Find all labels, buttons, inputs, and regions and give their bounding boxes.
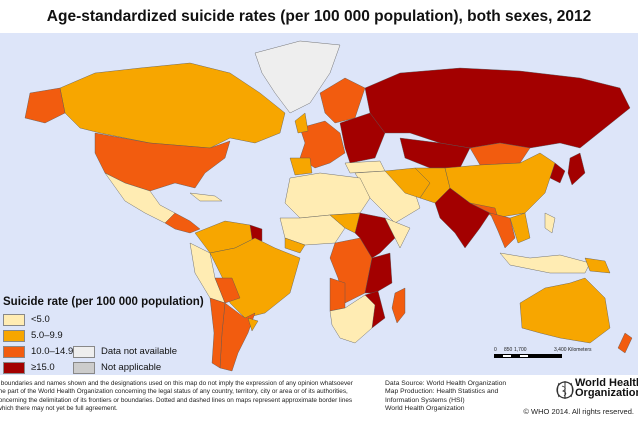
region-greenland bbox=[254, 40, 341, 114]
scale-bar-line bbox=[494, 354, 562, 358]
source-line: Data Source: World Health Organization bbox=[385, 380, 507, 387]
region-mozambique bbox=[364, 290, 386, 329]
disclaimer: The boundaries and names shown and the d… bbox=[0, 380, 375, 413]
region-canada bbox=[59, 62, 286, 149]
legend-swatch bbox=[3, 361, 25, 374]
copyright: © WHO 2014. All rights reserved. bbox=[523, 407, 634, 416]
region-australia bbox=[519, 277, 611, 344]
region-kenya-tanzania bbox=[364, 252, 393, 294]
world-map bbox=[0, 33, 638, 375]
region-west-africa-coast bbox=[284, 237, 306, 254]
disclaimer-line: The boundaries and names shown and the d… bbox=[0, 380, 353, 387]
region-alaska bbox=[24, 87, 66, 124]
legend-label: 10.0–14.9 bbox=[31, 346, 74, 357]
region-horn-of-africa bbox=[384, 217, 411, 249]
region-bolivia bbox=[214, 277, 241, 304]
legend-swatch bbox=[3, 345, 25, 358]
legend-label: Not applicable bbox=[101, 362, 162, 373]
region-india bbox=[434, 187, 491, 249]
legend-title: Suicide rate (per 100 000 population) bbox=[3, 296, 204, 308]
legend-swatch bbox=[73, 361, 95, 374]
disclaimer-line: on the part of the World Health Organiza… bbox=[0, 388, 348, 396]
legend-label: Data not available bbox=[101, 346, 178, 357]
region-new-zealand bbox=[617, 332, 633, 354]
region-myanmar-thailand bbox=[489, 212, 516, 249]
legend-swatch bbox=[3, 313, 25, 326]
region-mongolia bbox=[469, 142, 531, 166]
scale-segment bbox=[520, 355, 528, 357]
legend-item-na: Data not available bbox=[73, 345, 177, 358]
region-philippines bbox=[544, 212, 556, 234]
region-uruguay bbox=[247, 317, 259, 332]
source-line: World Health Organization bbox=[385, 405, 465, 413]
region-indonesia bbox=[499, 252, 591, 274]
world-map-svg bbox=[24, 40, 633, 372]
region-angola bbox=[329, 277, 346, 312]
region-papua bbox=[584, 257, 611, 274]
region-north-africa bbox=[284, 172, 371, 219]
source-line: Information Systems (HSI) bbox=[385, 396, 465, 404]
scale-tick: 3,400 Kilometers bbox=[554, 347, 592, 353]
region-madagascar bbox=[391, 287, 406, 324]
legend-item-10to15: 10.0–14.9 bbox=[3, 345, 73, 358]
legend-item-ge15: ≥15.0 bbox=[3, 361, 55, 374]
legend-swatch bbox=[3, 329, 25, 342]
source-line: Map Production: Health Statistics and bbox=[385, 388, 499, 396]
who-name-line: World Health bbox=[575, 377, 638, 389]
region-iberia bbox=[289, 157, 313, 176]
scale-tick: 850 bbox=[504, 347, 513, 353]
region-central-america bbox=[164, 212, 201, 234]
region-indochina bbox=[509, 212, 531, 244]
legend-label: ≥15.0 bbox=[31, 362, 55, 373]
legend-label: 5.0–9.9 bbox=[31, 330, 63, 341]
region-russia bbox=[364, 67, 631, 149]
legend-label: <5.0 bbox=[31, 314, 50, 325]
data-source: Data Source: World Health Organization M… bbox=[385, 380, 506, 414]
legend-item-lt5: <5.0 bbox=[3, 313, 50, 326]
region-korea bbox=[549, 162, 566, 184]
map-title: Age-standardized suicide rates (per 100 … bbox=[46, 8, 592, 25]
who-logo-text: World Health Organization bbox=[575, 377, 638, 399]
disclaimer-line: for which there may not yet be full agre… bbox=[0, 404, 118, 412]
region-caribbean bbox=[189, 192, 223, 202]
region-scandinavia bbox=[319, 77, 366, 124]
legend-item-5to9: 5.0–9.9 bbox=[3, 329, 63, 342]
region-guyana bbox=[249, 224, 263, 242]
scale-tick: 1,700 bbox=[514, 347, 527, 353]
legend-item-notapp: Not applicable bbox=[73, 361, 161, 374]
region-western-europe bbox=[299, 120, 346, 169]
region-japan bbox=[567, 152, 586, 186]
scale-tick: 0 bbox=[494, 347, 497, 353]
disclaimer-line: or concerning the delimitation of its fr… bbox=[0, 396, 353, 404]
region-uk bbox=[294, 112, 309, 134]
who-name-line: Organization bbox=[575, 387, 638, 399]
legend-swatch bbox=[73, 345, 95, 358]
who-emblem-icon bbox=[556, 381, 574, 399]
region-chile bbox=[209, 297, 226, 369]
legend: Suicide rate (per 100 000 population) <5… bbox=[3, 296, 204, 374]
scale-segment bbox=[503, 355, 511, 357]
